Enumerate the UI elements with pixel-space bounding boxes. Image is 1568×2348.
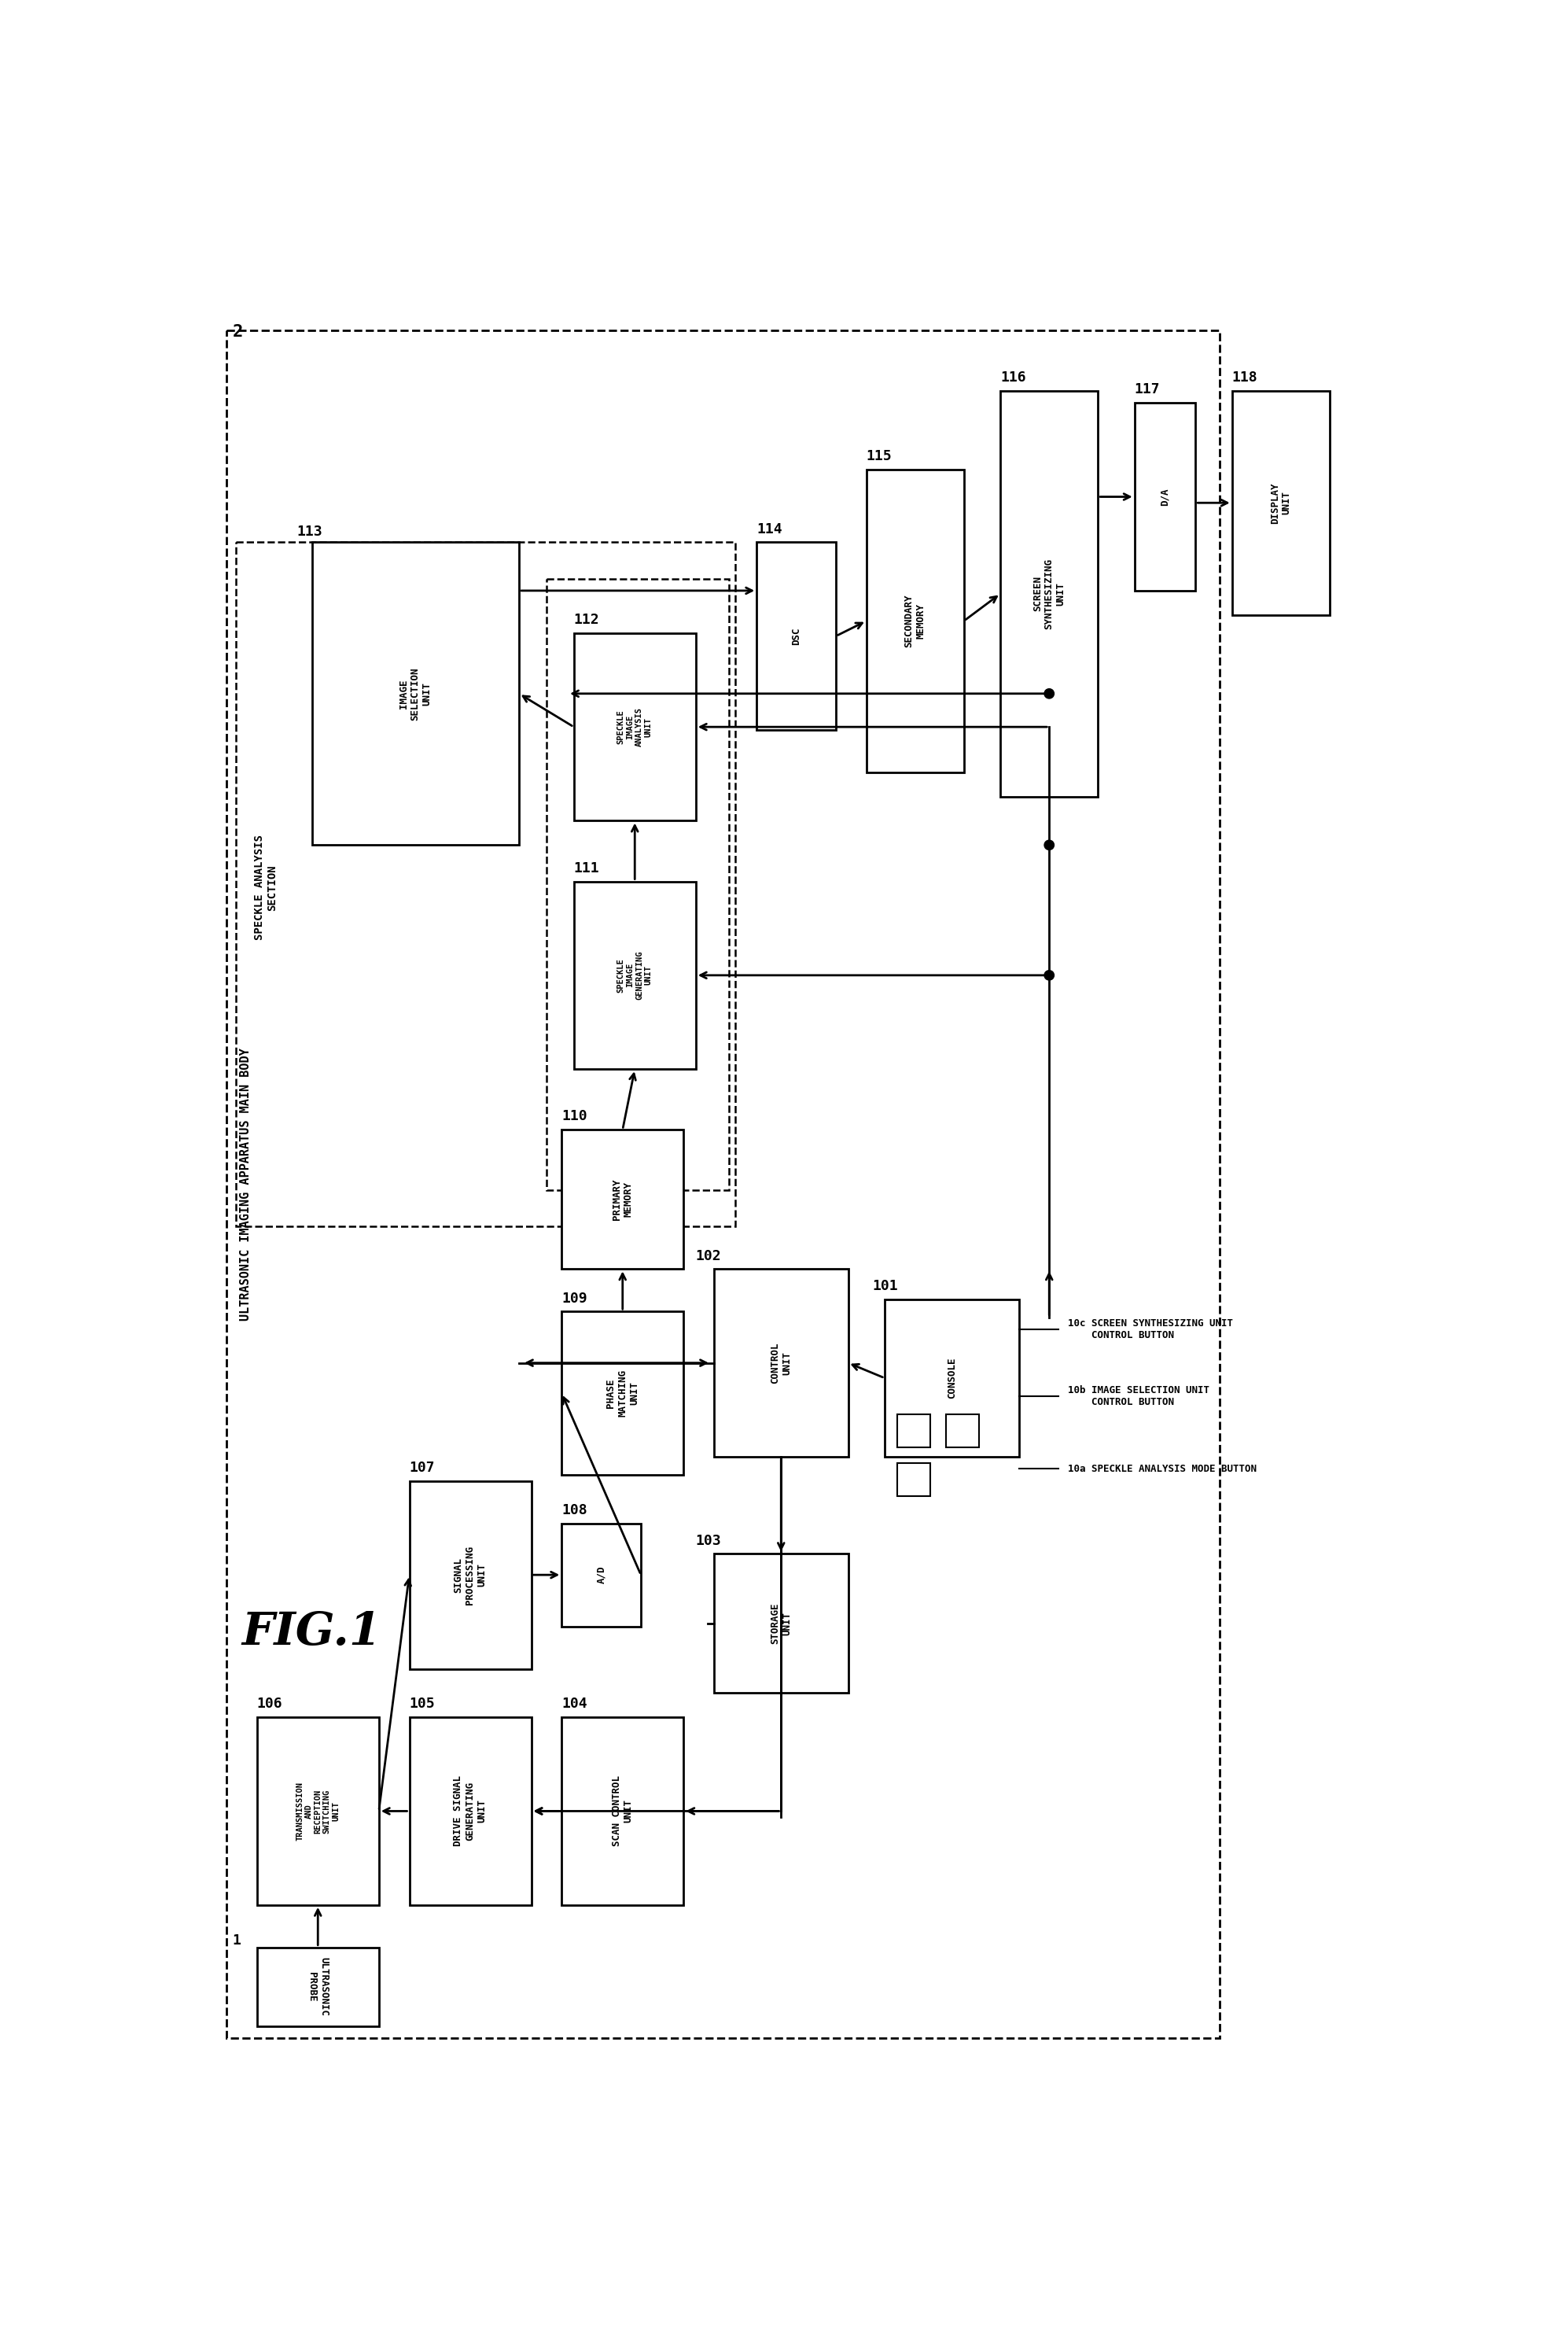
Text: 10c SCREEN SYNTHESIZING UNIT
    CONTROL BUTTON: 10c SCREEN SYNTHESIZING UNIT CONTROL BUT…: [1068, 1320, 1232, 1341]
Bar: [235, 542, 735, 1226]
Bar: [713, 1554, 848, 1693]
Text: D/A: D/A: [1160, 488, 1170, 505]
Text: 1: 1: [232, 1932, 241, 1946]
Bar: [867, 470, 964, 772]
Bar: [409, 1716, 532, 1904]
Text: 2: 2: [232, 324, 243, 340]
Text: DISPLAY
UNIT: DISPLAY UNIT: [1270, 481, 1292, 524]
Text: 10b IMAGE SELECTION UNIT
    CONTROL BUTTON: 10b IMAGE SELECTION UNIT CONTROL BUTTON: [1068, 1385, 1209, 1406]
Bar: [574, 634, 696, 822]
Bar: [713, 1268, 848, 1456]
Text: 115: 115: [867, 448, 892, 463]
Text: IMAGE
SELECTION
UNIT: IMAGE SELECTION UNIT: [398, 667, 433, 721]
Text: 108: 108: [561, 1503, 588, 1517]
Circle shape: [1044, 841, 1054, 850]
Text: SPECKLE ANALYSIS
SECTION: SPECKLE ANALYSIS SECTION: [254, 836, 278, 939]
Text: DRIVE SIGNAL
GENERATING
UNIT: DRIVE SIGNAL GENERATING UNIT: [453, 1775, 488, 1846]
Text: A/D: A/D: [596, 1566, 607, 1585]
Text: 116: 116: [1000, 371, 1025, 385]
Text: ULTRASONIC
PROBE: ULTRASONIC PROBE: [307, 1958, 329, 2017]
Bar: [561, 1313, 684, 1475]
Text: 113: 113: [296, 526, 321, 540]
Text: 105: 105: [409, 1698, 434, 1712]
Text: PRIMARY
MEMORY: PRIMARY MEMORY: [612, 1179, 633, 1221]
Bar: [574, 880, 696, 1068]
Text: CONTROL
UNIT: CONTROL UNIT: [770, 1343, 792, 1383]
Bar: [546, 578, 729, 1190]
Text: SIGNAL
PROCESSING
UNIT: SIGNAL PROCESSING UNIT: [453, 1545, 488, 1604]
Circle shape: [1044, 688, 1054, 697]
Text: SPECKLE
IMAGE
GENERATING
UNIT: SPECKLE IMAGE GENERATING UNIT: [618, 951, 652, 1000]
Text: 106: 106: [257, 1698, 282, 1712]
Text: 109: 109: [561, 1291, 588, 1305]
Bar: [1135, 404, 1195, 592]
Bar: [257, 1946, 379, 2026]
Text: 104: 104: [561, 1698, 588, 1712]
Text: 112: 112: [574, 613, 599, 627]
Text: SCAN CONTROL
UNIT: SCAN CONTROL UNIT: [612, 1775, 633, 1846]
Text: PHASE
MATCHING
UNIT: PHASE MATCHING UNIT: [605, 1369, 640, 1416]
Text: 111: 111: [574, 862, 599, 876]
Text: STORAGE
UNIT: STORAGE UNIT: [770, 1604, 792, 1644]
Text: 114: 114: [757, 521, 782, 535]
Bar: [897, 1463, 930, 1496]
Text: ULTRASONIC IMAGING APPARATUS MAIN BODY: ULTRASONIC IMAGING APPARATUS MAIN BODY: [240, 1047, 252, 1320]
Text: 10a SPECKLE ANALYSIS MODE BUTTON: 10a SPECKLE ANALYSIS MODE BUTTON: [1068, 1463, 1256, 1475]
Bar: [1000, 390, 1098, 796]
Bar: [561, 1129, 684, 1268]
Bar: [561, 1524, 641, 1627]
Bar: [257, 1716, 379, 1904]
Text: 110: 110: [561, 1111, 588, 1125]
Text: 107: 107: [409, 1460, 434, 1475]
Bar: [312, 542, 519, 845]
Bar: [1232, 390, 1330, 615]
Bar: [946, 1413, 978, 1449]
Bar: [561, 1716, 684, 1904]
Text: 101: 101: [872, 1280, 898, 1294]
Text: 118: 118: [1232, 371, 1258, 385]
Bar: [897, 1413, 930, 1449]
Circle shape: [1044, 970, 1054, 979]
Text: CONSOLE: CONSOLE: [947, 1357, 956, 1399]
Text: TRANSMISSION
AND
RECEPTION
SWITCHING
UNIT: TRANSMISSION AND RECEPTION SWITCHING UNI…: [296, 1782, 340, 1841]
Text: 103: 103: [696, 1533, 721, 1547]
Bar: [226, 331, 1220, 2038]
Text: 117: 117: [1135, 383, 1160, 397]
Text: FIG.1: FIG.1: [241, 1611, 381, 1655]
Bar: [409, 1482, 532, 1669]
Text: SECONDARY
MEMORY: SECONDARY MEMORY: [905, 594, 927, 648]
Bar: [884, 1298, 1019, 1456]
Text: DSC: DSC: [792, 627, 801, 646]
Bar: [757, 542, 836, 730]
Text: SCREEN
SYNTHESIZING
UNIT: SCREEN SYNTHESIZING UNIT: [1032, 559, 1066, 629]
Text: 102: 102: [696, 1249, 721, 1263]
Text: SPECKLE
IMAGE
ANALYSIS
UNIT: SPECKLE IMAGE ANALYSIS UNIT: [618, 707, 652, 747]
